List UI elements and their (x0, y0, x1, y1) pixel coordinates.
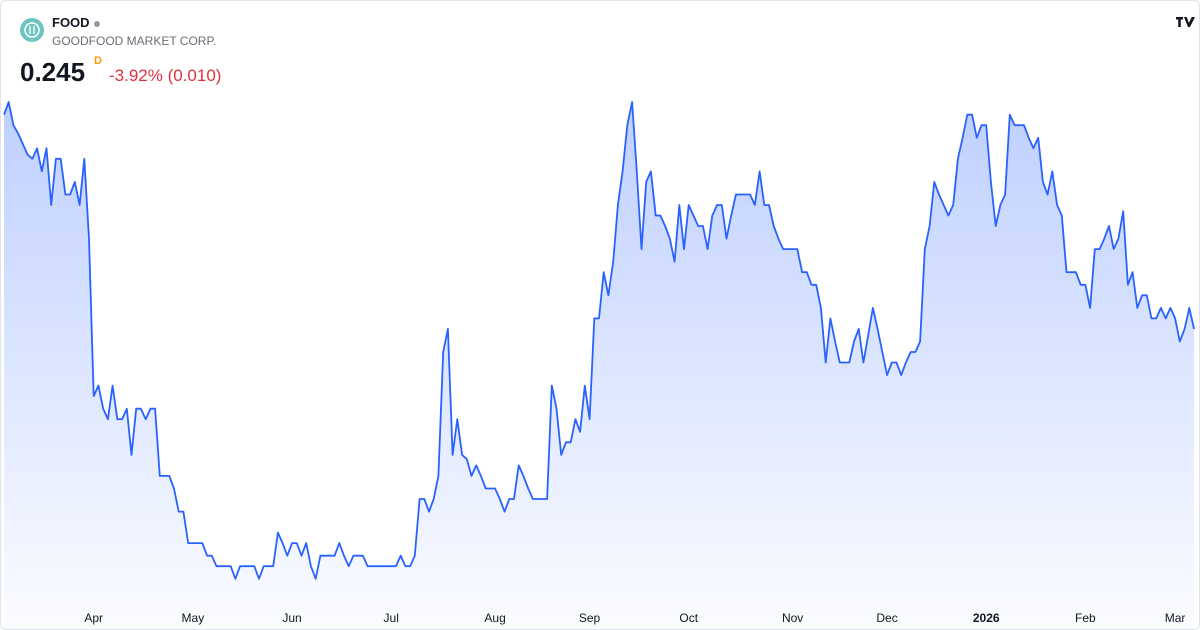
x-tick-label: Mar (1165, 611, 1186, 625)
x-tick-label: Oct (679, 611, 698, 625)
x-tick-label: 2026 (973, 611, 1000, 625)
x-tick-label: Feb (1075, 611, 1096, 625)
x-tick-label: Jun (282, 611, 301, 625)
x-tick-label: Jul (384, 611, 399, 625)
company-name: GOODFOOD MARKET CORP. (52, 34, 217, 48)
x-tick-label: Aug (484, 611, 505, 625)
x-tick-label: Dec (876, 611, 897, 625)
brand-logo[interactable] (1171, 9, 1200, 35)
interval: D (94, 55, 102, 67)
status-dot (93, 20, 100, 27)
price: 0.245 (20, 57, 86, 87)
symbol: FOOD (52, 15, 100, 30)
price-line (3, 101, 1195, 580)
x-tick-label: May (182, 611, 205, 625)
logo (20, 18, 44, 42)
x-tick-label: Apr (84, 611, 103, 625)
area-fill (4, 102, 1194, 629)
symbol-text: FOOD (52, 15, 90, 30)
x-tick-label: Nov (782, 611, 803, 625)
x-tick-label: Sep (579, 611, 601, 625)
change: -3.92% (0.010) (109, 66, 222, 85)
